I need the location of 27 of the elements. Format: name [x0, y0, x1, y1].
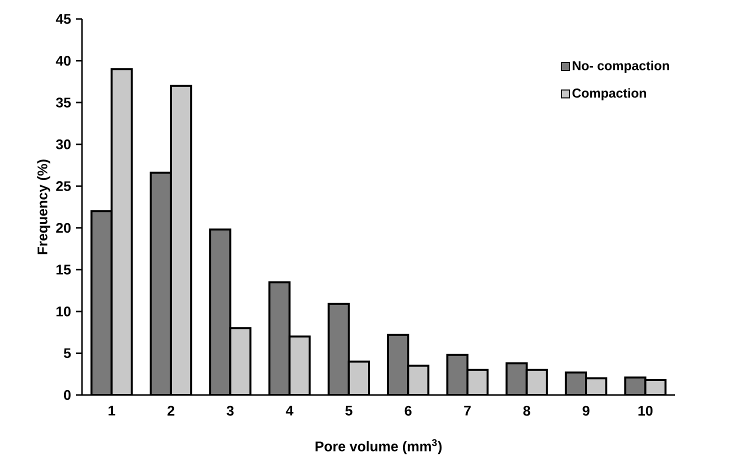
y-tick-label: 15	[56, 264, 71, 275]
y-axis-title: Frequency (%)	[37, 160, 50, 254]
y-tick-label: 45	[56, 14, 71, 24]
x-tick-label: 9	[582, 406, 590, 416]
x-tick-label: 2	[168, 406, 174, 416]
x-tick-label: 8	[523, 406, 530, 416]
x-tick-label: 5	[345, 406, 352, 416]
x-tick-label: 7	[464, 406, 471, 416]
legend-label: No- compaction	[572, 60, 670, 73]
x-tick-label: 10	[638, 406, 653, 416]
x-tick-label: 6	[404, 406, 412, 416]
bar	[110, 68, 133, 395]
x-tick-label: 1	[108, 406, 116, 416]
y-tick-label: 35	[56, 98, 71, 108]
y-tick-label: 10	[56, 306, 71, 316]
legend-label: Compaction	[572, 88, 646, 100]
bar	[209, 228, 232, 395]
x-tick-label: 4	[286, 406, 294, 416]
x-tick-label: 3	[226, 406, 234, 416]
y-tick-label: 20	[56, 222, 71, 233]
y-tick-label: 25	[56, 181, 71, 192]
y-tick-label: 0	[64, 390, 71, 400]
y-tick-label: 5	[64, 348, 71, 358]
bar	[328, 302, 350, 395]
x-axis-title: Pore volume (mm$^{3}$)	[316, 439, 442, 454]
y-tick-label: 30	[56, 139, 71, 150]
y-tick-label: 40	[56, 56, 71, 66]
